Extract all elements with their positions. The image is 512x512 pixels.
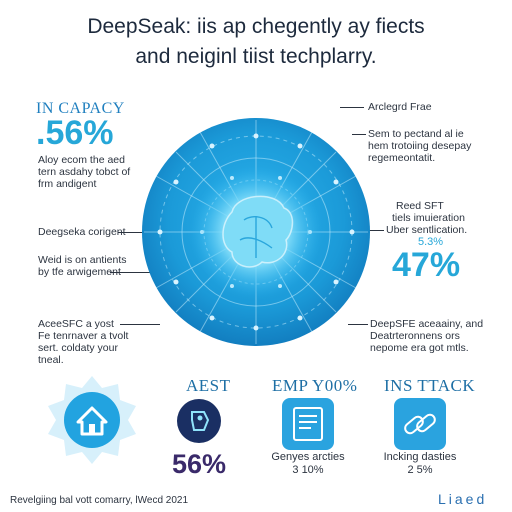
globe-illustration (140, 116, 372, 348)
connector-right-top2 (352, 134, 366, 135)
bottom-right-desc-2: Deatrteronnens ors (370, 330, 460, 342)
top-right-desc-2: hem trotoiing desepay (368, 140, 472, 152)
mid-right-title: Reed SFT (396, 200, 444, 212)
mid-left-title: Deegseka corigent (38, 226, 126, 238)
bottom-left-desc-2: Fe tenrnaver a tvolt (38, 330, 129, 342)
footer-credit: Revelgiing bal vott comarry, lWecd 2021 (10, 495, 189, 506)
capacity-desc-2: tern asdahy tobct of (38, 166, 131, 178)
top-right-title: Arclegrd Frae (368, 101, 432, 113)
feature-3-caption: Incking dasties 2 5% (374, 451, 466, 477)
title-line-2: and neiginl tiist techplarry. (135, 45, 377, 68)
feature-2-title: EMP Y00% (272, 376, 358, 395)
feature-2-caption-2: 3 10% (292, 464, 324, 476)
feature-3-caption-1: Incking dasties (383, 451, 457, 463)
brain-folds (239, 216, 273, 258)
bottom-right-desc-1: DeepSFE aceaainy, and (370, 318, 484, 330)
title-line-1: DeepSeak: iis ap chegently ay fiects (87, 15, 425, 38)
capacity-desc-1: Aloy ecom the aed (38, 154, 125, 166)
feature-3-title: INS TTACK (384, 376, 476, 395)
home-badge (44, 372, 140, 468)
document-icon (282, 398, 334, 450)
feature-2-caption-1: Genyes arcties (271, 451, 345, 463)
mid-right-desc-2: Uber sentlication. (386, 224, 468, 236)
top-right-desc-3: regemeontatit. (368, 152, 436, 164)
connector-left-mid2 (110, 272, 154, 273)
bottom-left-desc-4: tneal. (38, 354, 64, 366)
capacity-heading: IN CAPACY (36, 100, 125, 117)
connector-right-top (340, 107, 364, 108)
mid-right-desc-1: tiels imuieration (392, 212, 465, 224)
mid-left-desc-1: Weid is on antients (38, 254, 127, 266)
page-title: DeepSeak: iis ap chegently ay fiects and… (0, 12, 512, 72)
bottom-left-desc-1: AceeSFC a yost (38, 318, 114, 330)
connector-right-mid (356, 230, 384, 231)
tag-circle-icon (176, 398, 222, 444)
mid-right-small-value: 5.3% (418, 236, 444, 248)
footer-logo: Liaed (438, 491, 488, 507)
link-icon (394, 398, 446, 450)
feature-1-title: AEST (186, 376, 231, 395)
capacity-desc-3: frm andigent (38, 178, 97, 190)
capacity-value: .56% (36, 114, 114, 152)
bottom-right-desc-3: nepome era got mtls. (370, 342, 469, 354)
mid-right-big-value: 47% (392, 246, 461, 284)
feature-3-caption-2: 2 5% (407, 464, 433, 476)
feature-1-pct: 56% (172, 449, 227, 479)
bottom-left-desc-3: sert. coldaty your (38, 342, 118, 354)
connector-left-bottom (120, 324, 160, 325)
mid-left-desc-2: by tfe arwigement (38, 266, 121, 278)
connector-right-bottom (348, 324, 368, 325)
brain-icon (222, 195, 294, 268)
connector-left-mid (118, 232, 156, 233)
top-right-desc-1: Sem to pectand al ie (368, 128, 464, 140)
home-icon (48, 376, 136, 464)
feature-2-caption: Genyes arcties 3 10% (262, 451, 354, 477)
globe-svg (142, 118, 370, 346)
